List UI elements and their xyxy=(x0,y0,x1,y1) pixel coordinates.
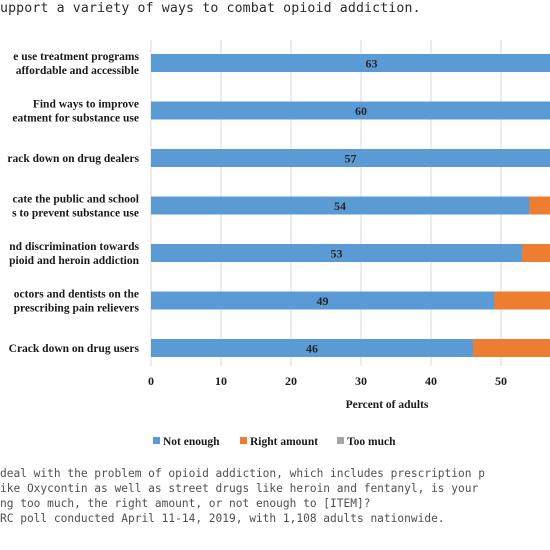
footnote: deal with the problem of opioid addictio… xyxy=(0,466,485,526)
footnote-line: RC poll conducted April 11-14, 2019, wit… xyxy=(0,512,445,525)
data-label: 49 xyxy=(317,294,329,308)
x-axis: 01020304050607080 xyxy=(148,374,507,388)
bar-segment xyxy=(494,291,550,310)
category-label: rack down on drug dealers xyxy=(7,153,139,165)
x-tick-label: 50 xyxy=(495,374,507,388)
data-label: 53 xyxy=(331,247,343,261)
bar-segment xyxy=(151,196,529,215)
data-label: 63 xyxy=(366,57,378,71)
data-label: 60 xyxy=(355,104,367,118)
category-label: cate the public and school xyxy=(12,194,139,206)
bar-segment xyxy=(151,149,550,167)
data-label: 46 xyxy=(306,342,318,356)
category-label: octors and dentists on the xyxy=(14,289,139,301)
footnote-line: ng too much, the right amount, or not en… xyxy=(0,497,371,510)
category-label: affordable and accessible xyxy=(16,65,139,77)
category-labels: e use treatment programs affordable and a… xyxy=(7,51,139,355)
bar-segment xyxy=(151,291,494,310)
data-label: 57 xyxy=(345,152,357,166)
category-label: nd discrimination towards xyxy=(9,241,139,253)
category-label: pioid and heroin addiction xyxy=(9,255,139,267)
x-tick-label: 40 xyxy=(425,374,437,388)
legend-label: Not enough xyxy=(163,436,220,448)
legend-swatch xyxy=(153,437,160,444)
category-label: prescribing pain relievers xyxy=(14,303,140,315)
bar-segment xyxy=(529,196,550,215)
bar-segment xyxy=(151,54,550,72)
category-label: Crack down on drug users xyxy=(9,343,140,355)
stacked-bar-chart: 6331603657365441533649434642 e use treat… xyxy=(7,40,550,448)
legend-swatch xyxy=(337,437,344,444)
x-axis-label: Percent of adults xyxy=(346,399,429,411)
chart-title: upport a variety of ways to combat opioi… xyxy=(0,1,421,16)
category-label: s to prevent substance use xyxy=(12,208,139,220)
bar-segment xyxy=(151,101,550,120)
bar-segment xyxy=(151,244,522,262)
bars: 6331603657365441533649434642 xyxy=(151,54,550,357)
bar-segment xyxy=(522,244,550,262)
data-label: 54 xyxy=(334,199,346,213)
legend-label: Too much xyxy=(347,436,396,448)
legend: Not enough Right amount Too much xyxy=(153,436,396,448)
footnote-line: deal with the problem of opioid addictio… xyxy=(0,467,485,480)
legend-swatch xyxy=(240,437,247,444)
category-label: eatment for substance use xyxy=(12,113,139,125)
category-label: e use treatment programs xyxy=(13,51,139,63)
x-tick-label: 10 xyxy=(215,374,227,388)
category-label: Find ways to improve xyxy=(33,99,139,111)
bar-segment xyxy=(473,339,550,357)
legend-label: Right amount xyxy=(250,436,318,448)
footnote-line: ike Oxycontin as well as street drugs li… xyxy=(0,482,479,495)
x-tick-label: 20 xyxy=(285,374,297,388)
bar-segment xyxy=(151,339,473,357)
x-tick-label: 30 xyxy=(355,374,367,388)
x-tick-label: 0 xyxy=(148,374,154,388)
